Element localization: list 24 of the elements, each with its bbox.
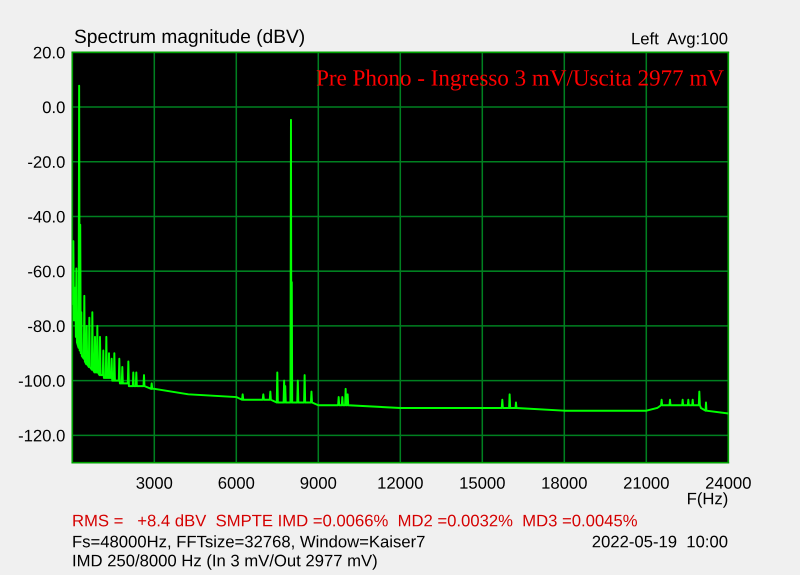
x-tick-label: 24000 <box>706 477 751 489</box>
x-tick-label: 21000 <box>624 477 669 489</box>
y-tick-label: -40.0 <box>28 210 65 223</box>
x-tick-label: 12000 <box>378 477 423 489</box>
x-tick-label: 18000 <box>542 477 587 489</box>
y-tick-label: -100.0 <box>18 375 65 387</box>
x-tick-label: 9000 <box>300 477 336 489</box>
text: Pre Phono - Ingresso 3 mV/Uscita 2977 mV <box>316 70 724 90</box>
text: IMD 250/8000 Hz (In 3 mV/Out 2977 mV) <box>74 554 377 570</box>
x-tick-label: 6000 <box>218 477 254 489</box>
x-tick-label: 3000 <box>136 477 172 489</box>
y-tick-label: 0.0 <box>42 101 65 114</box>
y-tick-label: -20.0 <box>28 156 65 168</box>
y-tick-label: -80.0 <box>28 320 65 332</box>
x-axis-title: F(Hz) <box>688 492 728 508</box>
text: Left Avg:100 <box>632 32 728 48</box>
y-axis-title: Spectrum magnitude (dBV) <box>74 29 304 47</box>
text: Fs=48000Hz, FFTsize=32768, Window=Kaiser7 <box>73 535 425 550</box>
text: RMS = +8.4 dBV SMPTE IMD =0.0066% MD2 =0.0032% MD3 =0.0045% <box>73 514 637 526</box>
text: 2022-05-19 10:00 <box>592 536 728 548</box>
y-tick-label: -120.0 <box>18 430 65 442</box>
x-tick-label: 15000 <box>460 477 505 489</box>
y-tick-label: -60.0 <box>28 266 65 278</box>
y-tick-label: 20.0 <box>34 46 65 59</box>
